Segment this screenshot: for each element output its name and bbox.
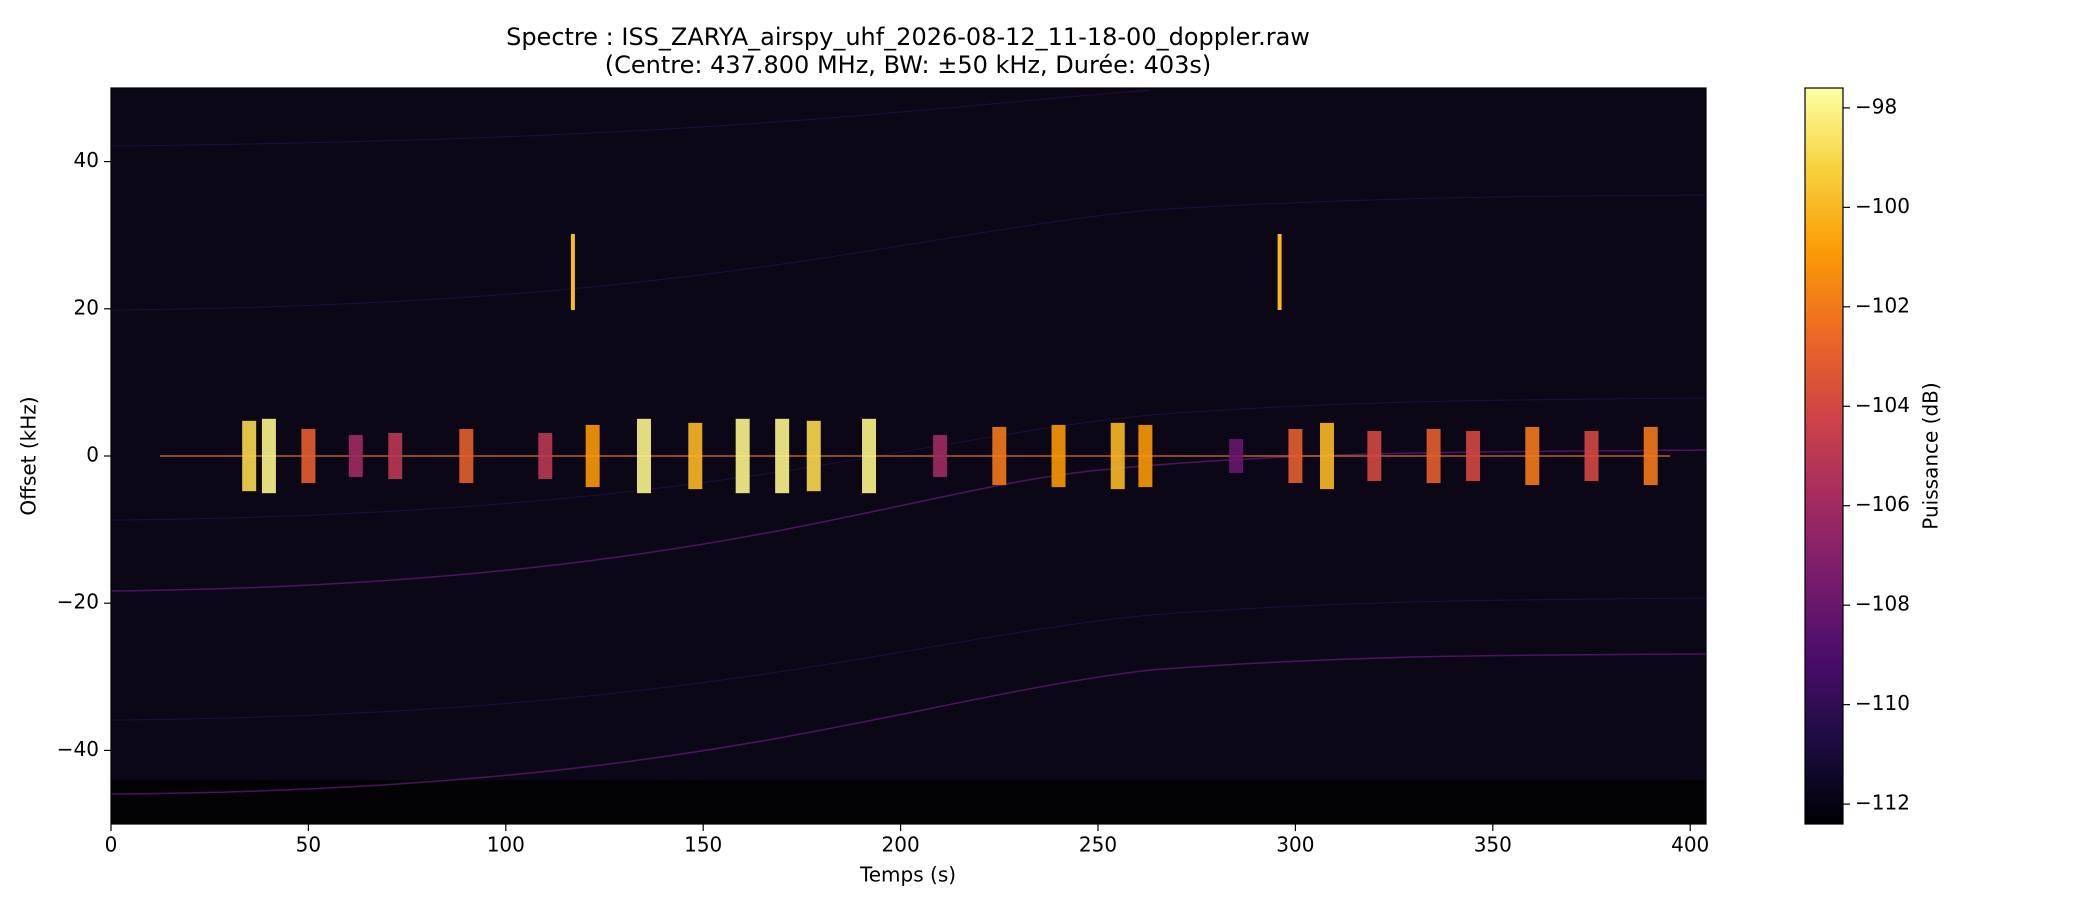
y-tick-label: 40	[74, 148, 99, 172]
signal-burst	[1110, 422, 1125, 490]
x-tick-label: 0	[105, 833, 118, 857]
signal-burst	[1466, 430, 1481, 482]
colorbar	[1804, 87, 1844, 825]
trace	[111, 89, 1151, 147]
signal-burst	[301, 428, 316, 484]
x-tick-label: 350	[1474, 833, 1512, 857]
signal-burst	[538, 433, 553, 479]
signal-burst	[459, 428, 474, 484]
signal-burst	[1319, 422, 1334, 490]
x-tick-label: 50	[296, 833, 321, 857]
trace	[111, 653, 1706, 795]
x-tick-label: 100	[487, 833, 525, 857]
colorbar-tick-label: −110	[1855, 691, 1910, 715]
plot-band	[111, 780, 1706, 824]
signal-burst	[735, 418, 750, 494]
signal-burst	[636, 418, 651, 494]
signal-burst	[933, 435, 948, 477]
y-tick-label: −20	[57, 590, 99, 614]
x-tick-label: 200	[882, 833, 920, 857]
signal-burst	[775, 418, 790, 494]
chart-subtitle: (Centre: 437.800 MHz, BW: ±50 kHz, Durée…	[605, 51, 1212, 79]
signal-burst	[992, 426, 1007, 486]
y-axis-label: Offset (kHz)	[17, 396, 41, 515]
signal-burst	[348, 435, 363, 477]
y-tick-label: 20	[74, 295, 99, 319]
chart-title: Spectre : ISS_ZARYA_airspy_uhf_2026-08-1…	[506, 23, 1310, 51]
colorbar-tick-label: −104	[1855, 393, 1910, 417]
colorbar-tick-label: −102	[1855, 293, 1910, 317]
signal-spike	[1277, 234, 1282, 310]
x-tick-label: 400	[1671, 833, 1709, 857]
x-axis-label: Temps (s)	[859, 863, 956, 887]
signal-spike	[570, 234, 575, 310]
x-tick-label: 150	[684, 833, 722, 857]
signal-burst	[1643, 426, 1658, 486]
signal-burst	[585, 424, 600, 488]
signal-burst	[1584, 430, 1599, 482]
signal-burst	[1525, 426, 1540, 486]
colorbar-tick-label: −106	[1855, 492, 1910, 516]
x-tick-label: 300	[1276, 833, 1314, 857]
signal-burst	[1288, 428, 1303, 484]
signal-burst	[1367, 430, 1382, 482]
trace	[111, 397, 1706, 521]
signal-burst	[1426, 428, 1441, 484]
colorbar-tick-label: −112	[1855, 791, 1910, 815]
colorbar-tick-label: −98	[1855, 94, 1897, 118]
trace	[111, 194, 1706, 311]
colorbar-tick-label: −100	[1855, 194, 1910, 218]
colorbar-label: Puissance (dB)	[1919, 382, 1943, 529]
y-tick-label: −40	[57, 737, 99, 761]
trace	[111, 597, 1706, 721]
signal-burst	[1229, 439, 1244, 473]
signal-burst	[388, 433, 403, 479]
signal-burst	[1051, 424, 1066, 488]
signal-burst	[242, 420, 257, 492]
y-tick-label: 0	[86, 443, 99, 467]
signal-burst	[862, 418, 877, 494]
signal-burst	[688, 422, 703, 490]
signal-burst	[1138, 424, 1153, 488]
signal-burst	[261, 418, 276, 494]
x-tick-label: 250	[1079, 833, 1117, 857]
colorbar-tick-label: −108	[1855, 592, 1910, 616]
signal-burst	[806, 420, 821, 492]
